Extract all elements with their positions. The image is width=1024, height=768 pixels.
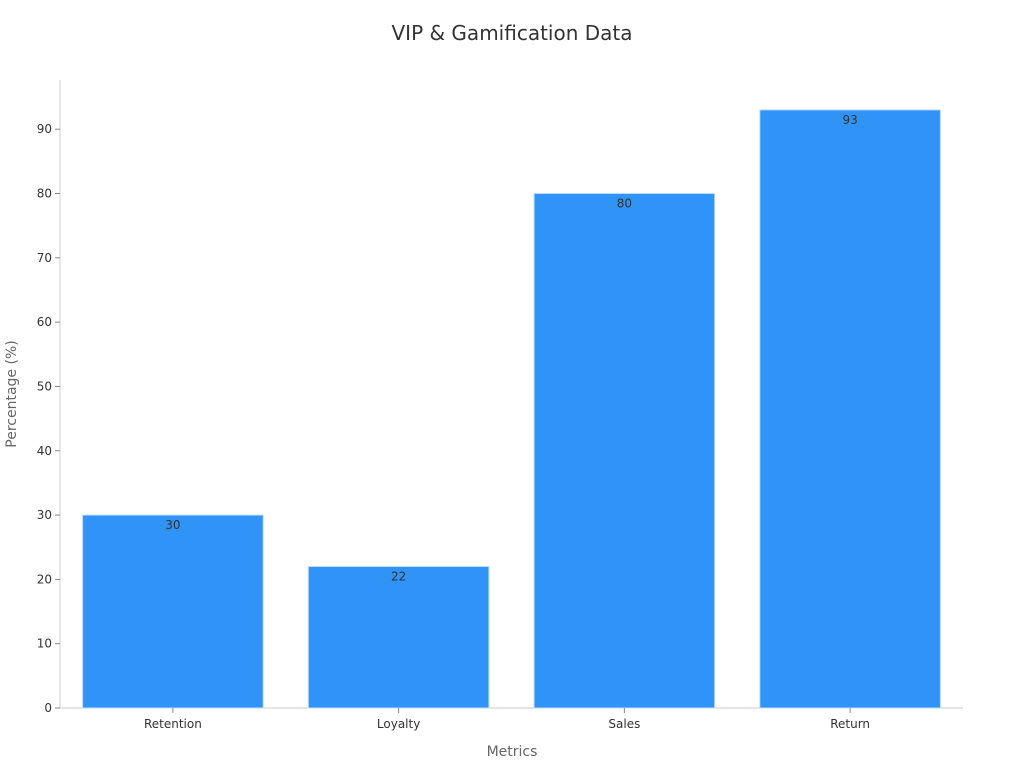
x-tick-label: Retention [144,717,202,731]
y-tick-label: 30 [37,508,52,522]
y-tick-label: 20 [37,572,52,586]
y-tick-label: 90 [37,122,52,136]
y-tick-label: 50 [37,379,52,393]
chart-title: VIP & Gamification Data [391,21,632,45]
y-tick-label: 80 [37,187,52,201]
x-tick-label: Sales [608,717,640,731]
x-axis-title: Metrics [487,744,538,760]
x-tick-label: Return [830,717,870,731]
bar-return [759,109,941,709]
y-tick-label: 60 [37,315,52,329]
data-label-retention: 30 [165,518,180,532]
y-tick-label: 10 [37,637,52,651]
plot-area: 0 10 20 30 40 50 60 70 80 90 30 Retention 22 Loyalty 8… [37,80,963,731]
bar-retention [82,514,264,709]
bar-loyalty [307,566,490,709]
data-label-return: 93 [842,113,857,127]
data-label-sales: 80 [617,197,632,211]
x-tick-label: Loyalty [377,717,420,731]
y-tick-label: 70 [37,251,52,265]
y-axis-title: Percentage (%) [4,340,20,447]
y-tick-label: 0 [44,701,52,715]
y-tick-label: 40 [37,444,52,458]
bar-sales [533,193,716,709]
data-label-loyalty: 22 [391,570,406,584]
